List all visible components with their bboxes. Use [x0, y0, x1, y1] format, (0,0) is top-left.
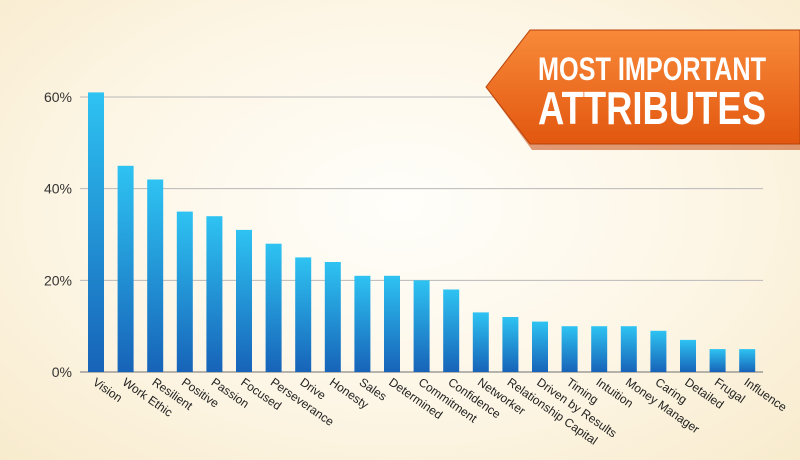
bar — [620, 326, 637, 372]
bar — [324, 262, 341, 372]
bar — [354, 275, 371, 373]
bar — [384, 275, 400, 373]
title-badge-shape — [485, 29, 800, 145]
bar — [502, 317, 519, 372]
bar — [443, 289, 460, 372]
bar — [176, 211, 193, 372]
bar — [88, 92, 104, 373]
bar — [650, 330, 667, 373]
bars — [88, 92, 756, 373]
bar — [591, 326, 608, 372]
bar — [739, 349, 756, 372]
bar — [709, 349, 726, 372]
x-tick-label: Vision — [90, 375, 125, 405]
bar — [236, 229, 252, 372]
chart-title-line-2: ATTRIBUTES — [538, 82, 766, 134]
bar — [147, 179, 164, 372]
bar — [117, 165, 134, 373]
bar — [206, 216, 223, 372]
y-axis-ticks: 0% 20% 40% 60% — [44, 89, 72, 380]
title-badge: MOST IMPORTANT ATTRIBUTES — [485, 29, 800, 150]
y-tick-label: 20% — [44, 272, 72, 288]
bar — [532, 321, 548, 372]
bar — [472, 312, 489, 372]
bar — [561, 326, 578, 372]
x-tick-label: Influence — [741, 375, 789, 415]
bar — [680, 339, 696, 372]
bar — [295, 257, 312, 372]
y-tick-label: 60% — [44, 89, 72, 105]
chart-title-line-1: MOST IMPORTANT — [538, 51, 766, 87]
y-tick-label: 0% — [52, 364, 72, 380]
y-tick-label: 40% — [44, 181, 72, 197]
bar — [265, 243, 282, 372]
bar — [413, 280, 430, 372]
